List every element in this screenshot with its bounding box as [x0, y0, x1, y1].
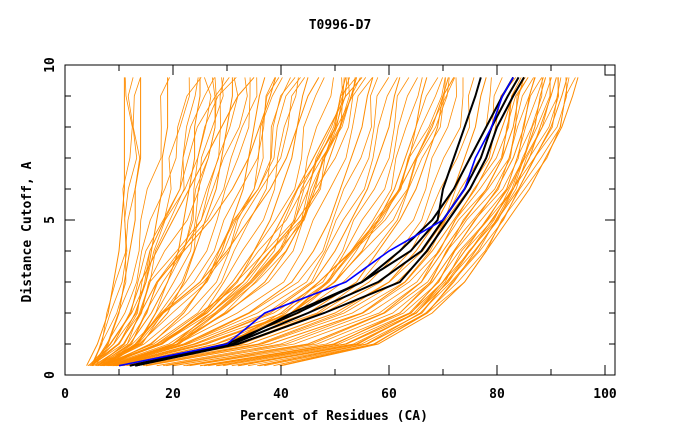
orange-model-line [95, 77, 239, 367]
orange-model-line [172, 77, 525, 367]
orange-model-line [97, 77, 233, 367]
orange-model-line [203, 77, 543, 367]
orange-model-line [102, 77, 320, 367]
orange-model-line [113, 77, 363, 367]
orange-model-line [92, 77, 237, 366]
orange-model-line [106, 77, 306, 367]
orange-model-line [119, 77, 464, 367]
orange-model-line [112, 77, 418, 367]
orange-model-line [92, 77, 138, 366]
orange-model-line [109, 77, 423, 367]
black-model-line [129, 77, 482, 367]
x-tick-label: 40 [273, 387, 289, 402]
axis-ticks: 0 20 40 60 80 100 0 5 10 [43, 57, 617, 402]
orange-model-line [186, 77, 534, 367]
orange-model-line [91, 77, 169, 367]
x-tick-label: 0 [61, 387, 69, 402]
orange-model-line [102, 77, 266, 367]
orange-model-line [122, 77, 456, 367]
orange-model-line [92, 77, 202, 366]
x-tick-label: 100 [593, 387, 617, 402]
orange-model-line [113, 77, 361, 367]
y-tick-label: 5 [43, 216, 58, 224]
orange-model-line [100, 77, 291, 367]
series-lines [86, 76, 579, 367]
black-model-line [134, 76, 525, 367]
orange-model-line [101, 77, 225, 367]
orange-model-line [113, 77, 401, 367]
orange-model-line [104, 77, 280, 367]
orange-model-line [91, 77, 142, 366]
orange-model-line [95, 77, 170, 366]
y-tick-label: 0 [43, 371, 58, 379]
y-axis-label: Distance Cutoff, A [20, 161, 35, 302]
black-model-line [129, 76, 515, 367]
orange-model-line [280, 77, 579, 367]
orange-model-line [105, 77, 350, 367]
orange-model-line [96, 77, 212, 367]
orange-model-line [115, 77, 367, 367]
orange-model-line [118, 77, 449, 367]
orange-model-line [90, 77, 141, 366]
orange-model-line [217, 77, 552, 367]
orange-model-line [101, 77, 334, 367]
orange-model-line [145, 77, 525, 367]
orange-model-line [107, 77, 348, 367]
orange-model-line [183, 77, 529, 367]
orange-model-line [112, 77, 373, 367]
orange-model-line [116, 77, 410, 367]
x-tick-label: 20 [165, 387, 181, 402]
y-tick-label: 10 [43, 57, 58, 73]
orange-model-line [115, 77, 458, 367]
orange-model-line [129, 77, 455, 367]
orange-model-line [279, 77, 576, 367]
orange-model-line [257, 77, 562, 367]
x-tick-label: 80 [489, 387, 505, 402]
orange-model-line [163, 77, 526, 367]
orange-model-line [89, 77, 199, 367]
orange-model-line [108, 77, 374, 367]
corner-box [604, 64, 616, 76]
orange-model-line [97, 77, 277, 367]
orange-model-line [104, 77, 296, 367]
orange-model-line [87, 77, 190, 367]
orange-model-line [86, 77, 125, 366]
orange-model-line [136, 77, 503, 367]
orange-model-line [113, 77, 390, 367]
orange-model-line [237, 77, 557, 367]
x-axis-label: Percent of Residues (CA) [240, 409, 428, 424]
blue-model-line [118, 76, 514, 367]
orange-model-line [100, 77, 283, 367]
orange-model-line [166, 77, 529, 367]
orange-model-line [189, 77, 536, 367]
orange-model-line [101, 77, 251, 367]
orange-model-line [122, 77, 446, 367]
orange-model-line [204, 77, 544, 367]
orange-model-line [113, 77, 379, 367]
orange-model-line [259, 77, 568, 367]
orange-model-line [208, 77, 543, 367]
orange-model-line [110, 77, 398, 367]
orange-model-line [97, 77, 201, 367]
orange-model-line [99, 77, 217, 367]
orange-model-line [112, 77, 350, 367]
chart-title: T0996-D7 [309, 18, 372, 33]
orange-model-line [108, 77, 347, 367]
orange-model-line [107, 77, 358, 367]
orange-model-line [100, 77, 216, 367]
x-tick-label: 60 [381, 387, 397, 402]
